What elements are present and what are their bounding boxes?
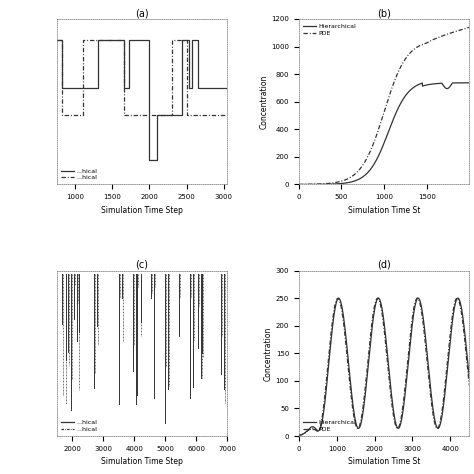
X-axis label: Simulation Time St: Simulation Time St	[348, 457, 420, 466]
Legend: Hierarchical, PDE: Hierarchical, PDE	[302, 419, 357, 433]
Legend: ...hical, ...hical: ...hical, ...hical	[60, 167, 99, 182]
Title: (d): (d)	[377, 260, 391, 270]
X-axis label: Simulation Time Step: Simulation Time Step	[101, 206, 183, 215]
Title: (c): (c)	[136, 260, 148, 270]
Title: (b): (b)	[377, 8, 391, 18]
X-axis label: Simulation Time Step: Simulation Time Step	[101, 457, 183, 466]
Y-axis label: Concentration: Concentration	[264, 326, 273, 381]
Y-axis label: Concentration: Concentration	[259, 74, 268, 129]
Title: (a): (a)	[135, 8, 149, 18]
Legend: ...hical, ...hical: ...hical, ...hical	[60, 419, 99, 433]
X-axis label: Simulation Time St: Simulation Time St	[348, 206, 420, 215]
Legend: Hierarchical, PDE: Hierarchical, PDE	[302, 22, 357, 37]
